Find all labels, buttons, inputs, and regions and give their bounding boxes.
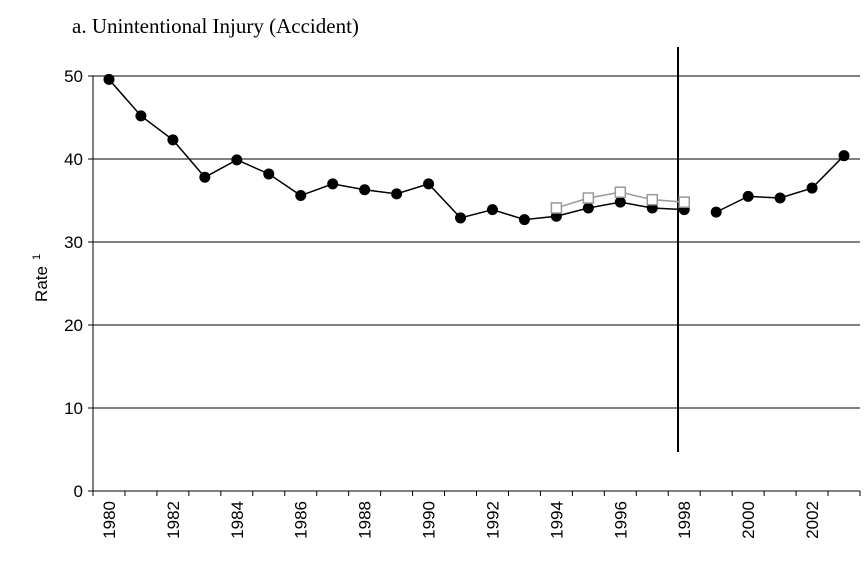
point	[359, 184, 371, 196]
x-tick-label: 1992	[483, 501, 502, 539]
point	[806, 182, 818, 194]
x-tick-label-group: 1998	[675, 501, 694, 539]
x-tick-label-group: 1986	[292, 501, 311, 539]
point	[742, 190, 754, 202]
point	[614, 196, 626, 208]
point	[423, 178, 435, 190]
point	[103, 73, 115, 85]
y-tick-label: 0	[74, 482, 83, 501]
point	[518, 214, 530, 226]
point	[295, 190, 307, 202]
y-tick-label: 30	[64, 233, 83, 252]
point	[327, 178, 339, 190]
point	[710, 206, 722, 218]
point	[391, 188, 403, 200]
x-tick-label: 1990	[420, 501, 439, 539]
point	[199, 171, 211, 183]
y-axis-label-group: Rate 1	[31, 254, 51, 302]
y-axis-label: Rate	[32, 266, 51, 302]
y-axis-label-sup: 1	[31, 254, 43, 260]
point	[455, 212, 467, 224]
point	[646, 193, 659, 206]
point	[550, 202, 563, 214]
y-tick-label: 10	[64, 399, 83, 418]
x-tick-label: 1982	[164, 501, 183, 539]
x-tick-label: 2002	[803, 501, 822, 539]
x-tick-label-group: 1988	[356, 501, 375, 539]
point	[774, 192, 786, 204]
x-tick-label-group: 1984	[228, 501, 247, 539]
point	[263, 168, 275, 180]
point	[582, 202, 594, 214]
point	[614, 186, 627, 198]
point	[486, 204, 498, 216]
point	[167, 134, 179, 146]
point	[135, 110, 147, 122]
point	[838, 150, 850, 162]
x-tick-label-group: 1982	[164, 501, 183, 539]
chart-title: a. Unintentional Injury (Accident)	[72, 14, 359, 38]
point	[678, 196, 690, 208]
x-tick-label: 1984	[228, 501, 247, 539]
x-tick-label: 1994	[547, 501, 566, 539]
x-tick-label-group: 1980	[100, 501, 119, 539]
y-tick-label: 40	[64, 150, 83, 169]
x-tick-label: 1986	[292, 501, 311, 539]
x-tick-label: 2000	[739, 501, 758, 539]
x-tick-label: 1998	[675, 501, 694, 539]
x-tick-label: 1980	[100, 501, 119, 539]
x-tick-label-group: 2000	[739, 501, 758, 539]
x-tick-label-group: 1992	[483, 501, 502, 539]
y-tick-label: 20	[64, 316, 83, 335]
x-tick-label-group: 2002	[803, 501, 822, 539]
x-tick-label-group: 1990	[420, 501, 439, 539]
point	[231, 154, 243, 166]
x-tick-label-group: 1996	[611, 501, 630, 539]
x-tick-label-group: 1994	[547, 501, 566, 539]
series-line	[715, 155, 845, 213]
x-tick-label: 1996	[611, 501, 630, 539]
y-tick-label: 50	[64, 67, 83, 86]
x-tick-label: 1988	[356, 501, 375, 539]
point	[582, 192, 595, 204]
